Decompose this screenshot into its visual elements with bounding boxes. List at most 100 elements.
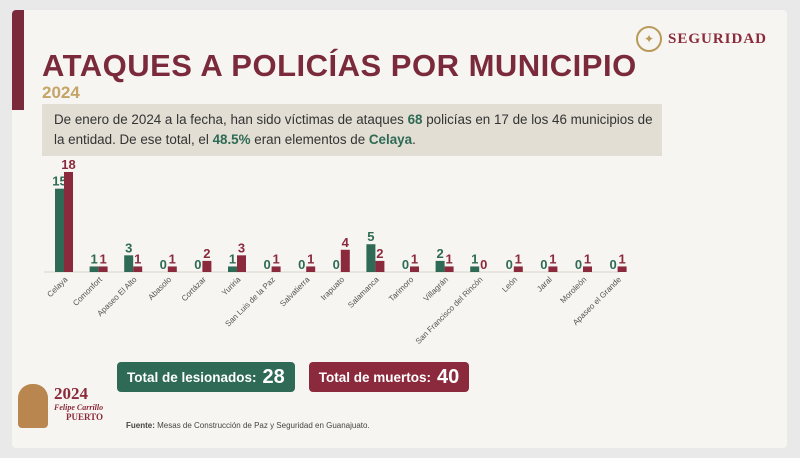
category-label-14: Jaral (535, 275, 554, 294)
bar-muertos-14 (548, 266, 558, 272)
data-label-lesionados-14: 0 (540, 257, 547, 272)
category-label-8: Irapuato (319, 275, 347, 303)
data-label-lesionados-6: 0 (263, 257, 270, 272)
data-label-lesionados-5: 1 (229, 251, 236, 266)
page-title: ATAQUES A POLICÍAS POR MUNICIPIO (42, 48, 637, 83)
data-label-lesionados-13: 0 (506, 257, 513, 272)
summary-total: 68 (407, 112, 423, 127)
data-label-lesionados-12: 1 (471, 251, 478, 266)
total-lesionados-label: Total de lesionados: (127, 369, 257, 385)
bar-muertos-9 (375, 260, 385, 272)
data-label-muertos-3: 1 (169, 251, 176, 266)
bar-lesionados-5 (228, 266, 237, 272)
data-label-muertos-4: 2 (203, 246, 210, 261)
data-label-lesionados-8: 0 (333, 257, 340, 272)
bar-lesionados-11 (435, 260, 445, 272)
data-label-muertos-1: 1 (99, 251, 106, 266)
summary-city: Celaya (368, 132, 413, 147)
brand-name2: PUERTO (66, 412, 104, 422)
total-muertos-badge: Total de muertos: 40 (308, 362, 470, 392)
bar-muertos-16 (617, 266, 627, 272)
bar-muertos-7 (306, 266, 316, 272)
source-text: Mesas de Construcción de Paz y Seguridad… (157, 421, 370, 430)
bar-muertos-4 (202, 260, 212, 272)
data-label-lesionados-4: 0 (194, 257, 201, 272)
data-label-lesionados-1: 1 (90, 251, 97, 266)
logo-text: SEGURIDAD (667, 30, 767, 47)
category-label-11: Villagrán (422, 275, 450, 303)
bar-muertos-8 (340, 249, 350, 272)
category-label-10: Tarimoro (387, 275, 416, 304)
bar-muertos-15 (583, 266, 592, 272)
total-muertos-label: Total de muertos: (318, 369, 432, 385)
data-label-muertos-15: 1 (584, 251, 591, 266)
category-label-15: Moroleón (558, 275, 588, 305)
summary-part2: policías en 17 de los 46 municipios de l… (54, 112, 653, 147)
bar-muertos-6 (271, 266, 281, 272)
bar-muertos-2 (133, 266, 143, 272)
bar-muertos-13 (513, 266, 523, 272)
category-label-4: Cortázar (180, 275, 208, 303)
data-label-lesionados-15: 0 (575, 257, 582, 272)
data-label-muertos-8: 4 (342, 235, 350, 250)
total-lesionados-value: 28 (262, 365, 285, 388)
data-label-muertos-2: 1 (134, 251, 141, 266)
data-label-muertos-14: 1 (549, 251, 556, 266)
data-label-muertos-12: 0 (480, 257, 487, 272)
summary-percentage: 48.5% (212, 132, 251, 147)
data-label-lesionados-3: 0 (160, 257, 167, 272)
brand-name1: Felipe Carrillo (54, 403, 104, 412)
data-label-muertos-11: 1 (445, 251, 452, 266)
bar-lesionados-1 (89, 266, 99, 272)
bar-lesionados-2 (124, 255, 134, 272)
source-label: Fuente: (126, 421, 155, 430)
data-label-muertos-10: 1 (411, 251, 418, 266)
bar-lesionados-9 (366, 244, 376, 272)
category-label-9: Salamanca (346, 275, 381, 310)
data-label-lesionados-0: 15 (52, 174, 66, 189)
category-label-7: Salvatierra (278, 275, 312, 309)
source-note: Fuente: Mesas de Construcción de Paz y S… (126, 421, 370, 430)
bar-lesionados-0 (55, 188, 64, 272)
seal-icon: ✦ (635, 26, 662, 52)
category-label-1: Comonfort (71, 275, 104, 308)
total-muertos-value: 40 (437, 365, 460, 388)
portrait-icon (18, 384, 48, 428)
data-label-lesionados-10: 0 (402, 257, 409, 272)
category-label-13: León (500, 275, 519, 294)
bar-muertos-1 (98, 266, 108, 272)
category-label-0: Celaya (45, 275, 69, 299)
data-label-lesionados-2: 3 (125, 240, 132, 255)
bar-muertos-10 (410, 266, 419, 272)
data-label-lesionados-7: 0 (298, 257, 305, 272)
seguridad-logo: ✦ SEGURIDAD (635, 26, 767, 52)
bar-lesionados-12 (470, 266, 480, 272)
category-label-5: Yuriria (220, 275, 243, 298)
data-label-muertos-9: 2 (376, 246, 383, 261)
total-lesionados-badge: Total de lesionados: 28 (117, 362, 295, 392)
bar-muertos-3 (167, 266, 177, 272)
data-label-muertos-16: 1 (618, 251, 625, 266)
data-label-muertos-13: 1 (515, 251, 522, 266)
data-label-muertos-0: 18 (61, 157, 75, 172)
accent-bar (12, 10, 24, 110)
brand-logo: 2024 Felipe Carrillo PUERTO (14, 378, 124, 434)
data-label-muertos-7: 1 (307, 251, 314, 266)
bar-muertos-0 (64, 172, 73, 272)
summary-part3: eran elementos de (250, 132, 369, 147)
bar-muertos-11 (444, 266, 454, 272)
summary-part1: De enero de 2024 a la fecha, han sido ví… (54, 112, 408, 127)
totals-row: Total de lesionados: 28 Total de muertos… (117, 362, 470, 392)
data-label-muertos-5: 3 (238, 240, 245, 255)
bar-muertos-5 (237, 255, 246, 272)
page-year: 2024 (42, 83, 80, 102)
summary-part4: . (412, 132, 416, 147)
brand-year: 2024 (54, 384, 88, 403)
data-label-muertos-6: 1 (272, 251, 279, 266)
data-label-lesionados-16: 0 (609, 257, 616, 272)
data-label-lesionados-11: 2 (436, 246, 443, 261)
category-label-3: Abasolo (146, 275, 173, 302)
data-label-lesionados-9: 5 (367, 229, 374, 244)
category-label-12: San Francisco del Rincón (414, 275, 485, 346)
